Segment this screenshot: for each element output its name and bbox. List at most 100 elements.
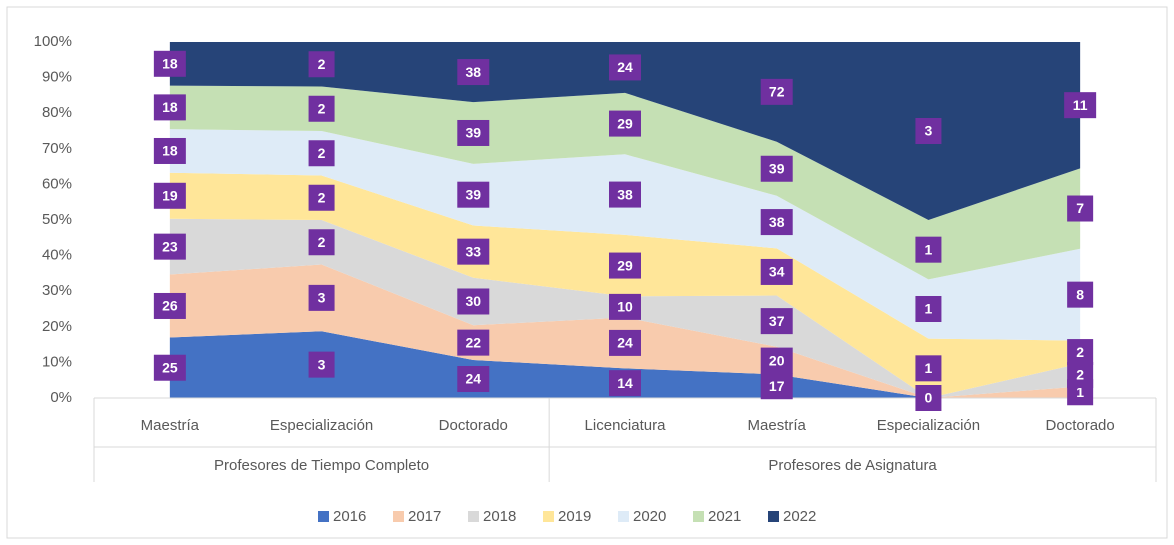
data-label-box xyxy=(308,51,335,78)
data-label-box xyxy=(457,119,490,146)
legend-label: 2021 xyxy=(708,508,741,525)
data-label-box xyxy=(915,236,942,263)
legend-label: 2016 xyxy=(333,508,366,525)
data-label: 29 xyxy=(617,257,633,273)
data-label-box xyxy=(308,284,335,311)
legend-label: 2022 xyxy=(783,508,816,525)
data-label-box xyxy=(915,385,942,411)
data-label: 2 xyxy=(318,145,326,161)
y-tick-label: 30% xyxy=(42,282,72,299)
area xyxy=(169,42,1081,220)
data-label-box xyxy=(609,370,641,397)
legend-swatch xyxy=(768,511,779,522)
data-label-box xyxy=(1064,92,1097,119)
data-label: 17 xyxy=(769,378,785,394)
legend-label: 2020 xyxy=(633,508,666,525)
data-label-box xyxy=(153,137,186,164)
data-label-box xyxy=(760,308,793,335)
y-tick-label: 70% xyxy=(42,140,72,157)
data-label: 11 xyxy=(1073,97,1088,113)
data-label: 2 xyxy=(318,100,326,116)
data-label-box xyxy=(153,354,186,381)
x-tick-label: Doctorado xyxy=(1046,417,1115,434)
data-label-box xyxy=(760,373,793,400)
data-label-box xyxy=(153,50,186,77)
legend-swatch xyxy=(393,511,404,522)
data-label: 7 xyxy=(1076,200,1084,216)
data-label: 20 xyxy=(769,352,785,368)
y-tick-label: 90% xyxy=(42,69,72,86)
legend-label: 2019 xyxy=(558,508,591,525)
area xyxy=(169,172,1081,398)
x-tick-label: Especialización xyxy=(877,417,980,434)
data-label: 30 xyxy=(465,293,481,309)
data-label: 1 xyxy=(1076,384,1084,400)
data-label-box xyxy=(760,78,793,105)
data-label-box xyxy=(153,182,186,209)
group-label: Profesores de Asignatura xyxy=(768,457,937,474)
data-label-box xyxy=(609,181,641,208)
data-label-box xyxy=(609,329,641,356)
data-label-box xyxy=(1067,195,1094,222)
data-label: 38 xyxy=(769,214,785,230)
data-label: 2 xyxy=(318,189,326,205)
group-label: Profesores de Tiempo Completo xyxy=(214,457,429,474)
data-label: 33 xyxy=(465,243,481,259)
data-label-box xyxy=(609,293,641,320)
y-tick-label: 80% xyxy=(42,104,72,121)
y-tick-label: 40% xyxy=(42,247,72,264)
data-label-box xyxy=(760,258,793,285)
data-label: 23 xyxy=(162,238,178,254)
data-label: 26 xyxy=(162,298,178,314)
data-label: 39 xyxy=(769,160,785,176)
data-label: 29 xyxy=(617,115,633,131)
data-label: 14 xyxy=(617,375,633,391)
data-label-box xyxy=(308,351,335,378)
data-label: 2 xyxy=(1076,367,1084,383)
data-label: 39 xyxy=(465,186,481,202)
data-label: 22 xyxy=(465,334,481,350)
data-label-box xyxy=(609,110,641,137)
legend-label: 2018 xyxy=(483,508,516,525)
data-label-box xyxy=(1067,281,1094,308)
x-tick-label: Especialización xyxy=(270,417,373,434)
data-label: 25 xyxy=(162,359,178,375)
data-label: 3 xyxy=(925,123,933,139)
data-label-box xyxy=(308,95,335,122)
data-label: 2 xyxy=(1076,344,1084,360)
y-tick-label: 100% xyxy=(34,33,72,50)
data-label-box xyxy=(915,355,942,382)
area xyxy=(169,331,1081,398)
data-label: 38 xyxy=(465,64,481,80)
data-label: 72 xyxy=(769,84,785,100)
data-label: 24 xyxy=(465,371,481,387)
data-label: 18 xyxy=(162,99,178,115)
data-label: 38 xyxy=(617,186,633,202)
data-label: 37 xyxy=(769,313,785,329)
data-label: 18 xyxy=(162,143,178,159)
data-label: 2 xyxy=(318,56,326,72)
legend-swatch xyxy=(543,511,554,522)
x-tick-label: Maestría xyxy=(748,417,807,434)
data-label: 1 xyxy=(925,360,933,376)
data-label-box xyxy=(308,229,335,256)
data-label-box xyxy=(457,288,490,315)
data-label-box xyxy=(760,347,793,374)
data-label-box xyxy=(153,292,186,319)
data-label: 10 xyxy=(617,299,633,315)
data-label-box xyxy=(609,252,641,279)
data-label: 39 xyxy=(465,125,481,141)
legend-swatch xyxy=(318,511,329,522)
data-label: 24 xyxy=(617,335,633,351)
y-tick-label: 60% xyxy=(42,175,72,192)
legend-swatch xyxy=(618,511,629,522)
data-label-box xyxy=(760,209,793,236)
data-label-box xyxy=(609,54,641,81)
data-label: 1 xyxy=(925,301,933,317)
y-tick-label: 0% xyxy=(50,389,72,406)
y-tick-label: 50% xyxy=(42,211,72,228)
data-label-box xyxy=(153,233,186,260)
y-tick-label: 20% xyxy=(42,318,72,335)
data-label-box xyxy=(308,140,335,167)
data-label: 24 xyxy=(617,59,633,75)
